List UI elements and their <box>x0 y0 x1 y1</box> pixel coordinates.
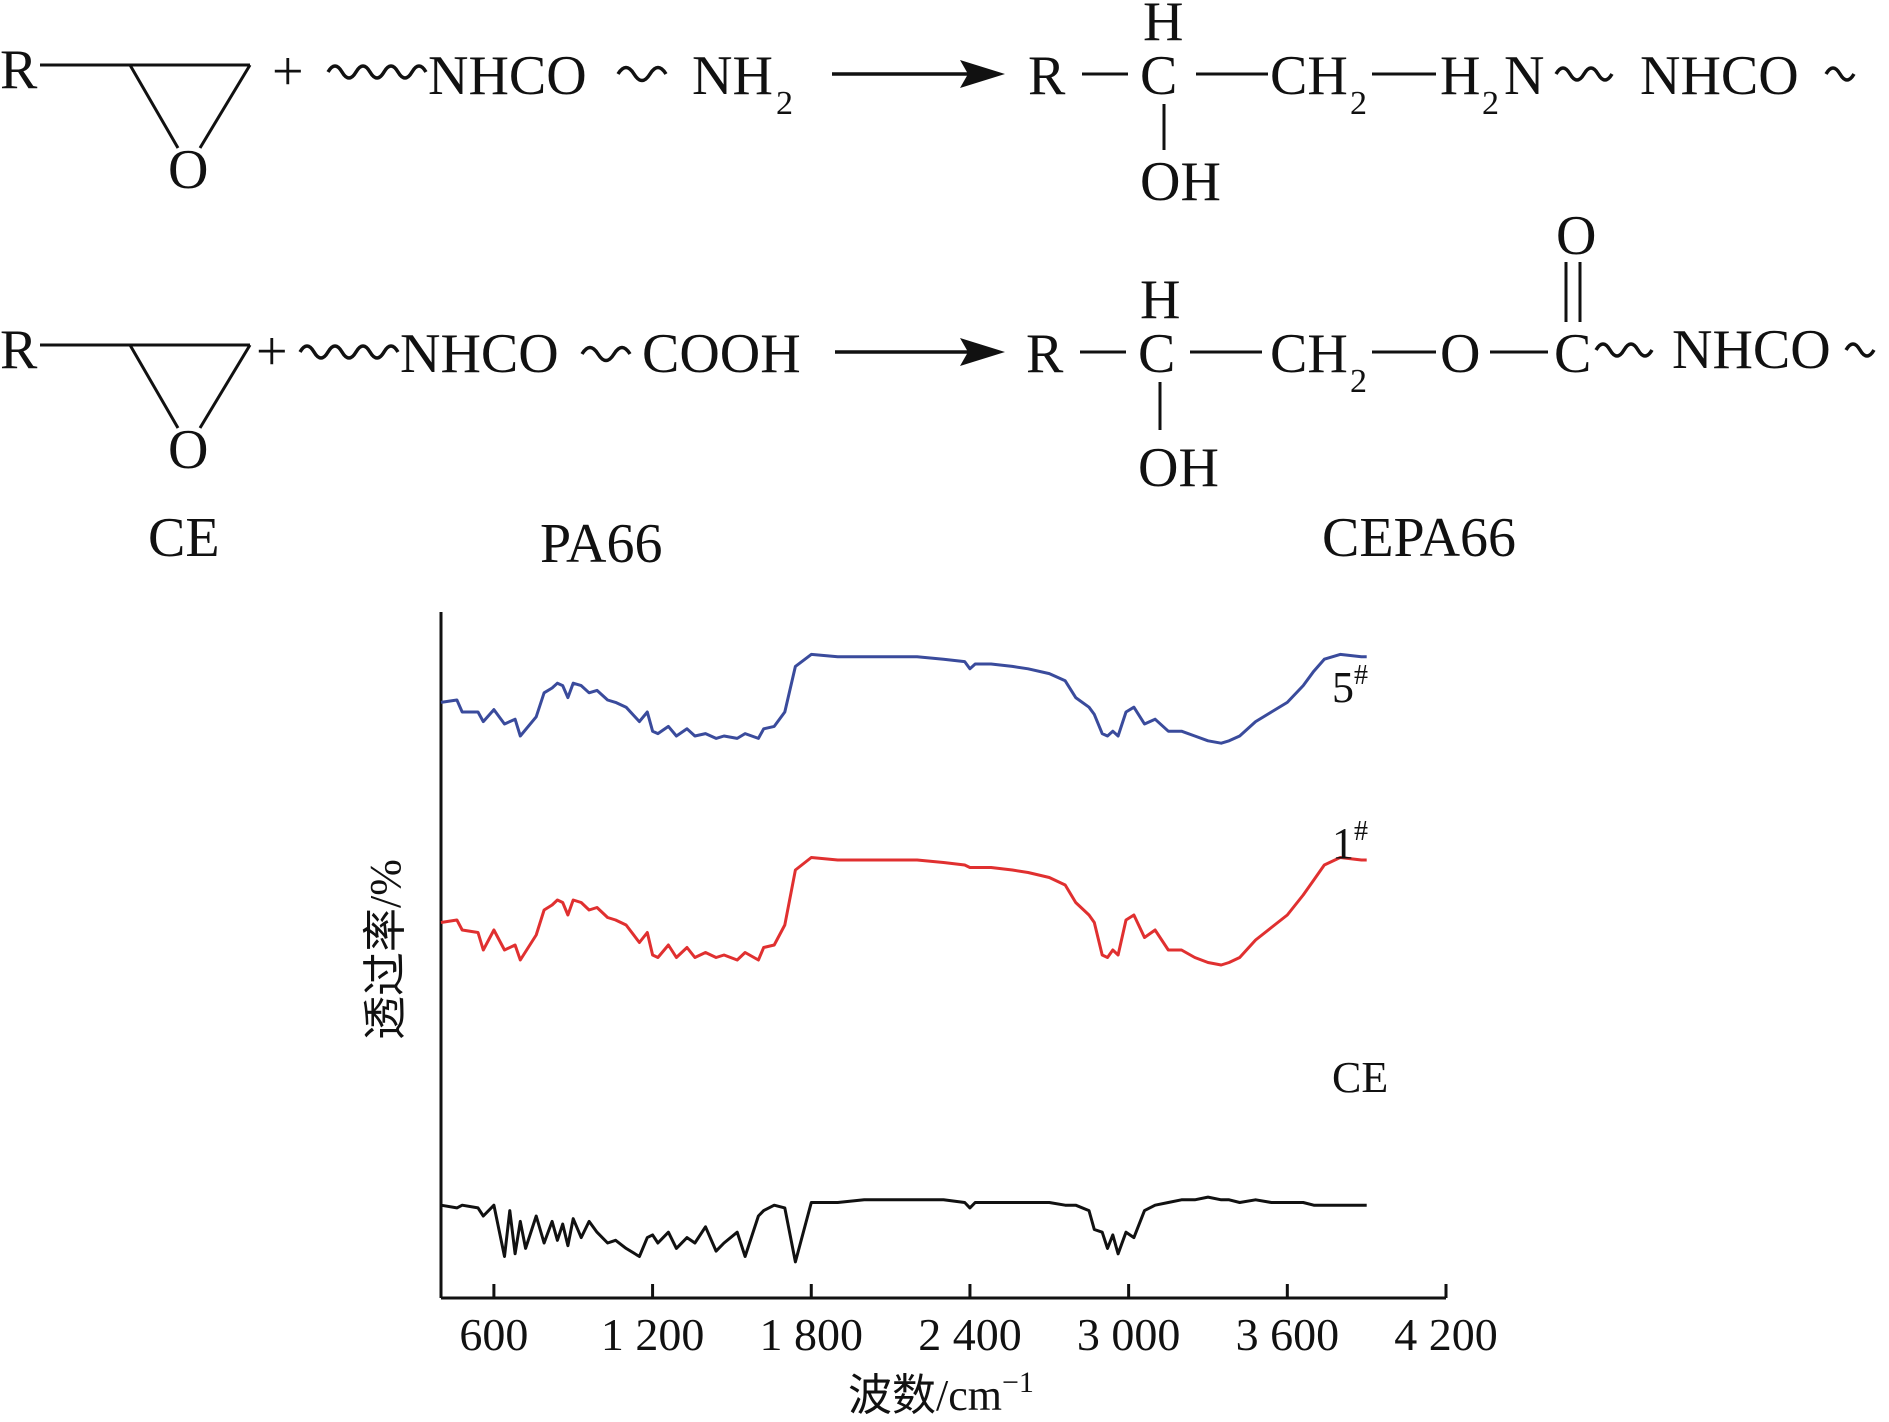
product-ch: CH <box>1270 45 1348 107</box>
reactant-r: R <box>0 39 38 101</box>
x-tick-label: 1 800 <box>760 1309 864 1360</box>
wavy-chain-icon <box>616 65 668 83</box>
x-ticks: 600 1 200 1 800 2 400 3 000 3 600 4 200 <box>459 1284 1498 1360</box>
wavy-chain-icon <box>1824 66 1856 82</box>
x-tick-label: 600 <box>459 1309 528 1360</box>
product-h: H <box>1140 269 1180 331</box>
wavy-chain-icon <box>580 345 632 363</box>
product-r: R <box>1026 323 1064 385</box>
wavy-chain-icon <box>1554 66 1614 82</box>
series-labels: 5# 1# CE <box>1332 660 1388 1102</box>
arrow-head-icon <box>960 60 1005 88</box>
series-label: CE <box>1332 1053 1388 1102</box>
x-tick-label: 4 200 <box>1394 1309 1498 1360</box>
acid-group: COOH <box>642 323 801 385</box>
compound-name-ce: CE <box>148 507 220 569</box>
x-axis-label: 波数/cm−1 <box>848 1366 1034 1417</box>
product-amide: NHCO <box>1672 319 1831 381</box>
product-h2n-n: N <box>1504 45 1544 107</box>
compound-name-cepa66: CEPA66 <box>1322 507 1516 569</box>
product-c: C <box>1140 45 1177 107</box>
y-axis-label: 透过率/% <box>361 859 410 1040</box>
product-ch-subscript: 2 <box>1350 85 1367 122</box>
amine-subscript: 2 <box>776 85 793 122</box>
ftir-chart: 600 1 200 1 800 2 400 3 000 3 600 4 200 5# 1# CE… <box>361 612 1498 1420</box>
product-amide: NHCO <box>1640 45 1799 107</box>
wavy-chain-icon <box>298 344 400 360</box>
x-tick-label: 3 000 <box>1077 1309 1181 1360</box>
epoxide-bond <box>198 344 252 429</box>
series-line-5 <box>440 652 1367 745</box>
epoxide-bond <box>128 64 180 149</box>
product-oh: OH <box>1138 437 1219 499</box>
x-tick-label: 3 600 <box>1236 1309 1340 1360</box>
product-c2: C <box>1554 323 1591 385</box>
carbonyl-o: O <box>1556 205 1596 267</box>
reaction-row-1: R O + NHCO NH 2 R H C OH CH 2 H 2 N NHCO <box>0 0 1856 213</box>
epoxide-o: O <box>168 419 208 481</box>
plot-lines <box>440 652 1367 1264</box>
series-line-1 <box>440 856 1367 967</box>
amine-n: NH <box>692 45 773 107</box>
epoxide-bond <box>128 344 180 429</box>
plus-sign: + <box>272 41 304 103</box>
product-ch: CH <box>1270 323 1348 385</box>
reaction-row-2: R O + NHCO COOH R H C OH CH 2 O O C NHCO <box>0 205 1876 499</box>
x-tick-label: 2 400 <box>918 1309 1022 1360</box>
series-label: 1# <box>1332 816 1368 868</box>
series-label: 5# <box>1332 660 1368 712</box>
product-ch-subscript: 2 <box>1350 363 1367 400</box>
series-line-ce <box>440 1195 1367 1264</box>
x-tick-label: 1 200 <box>601 1309 705 1360</box>
product-o: O <box>1440 323 1480 385</box>
compound-name-pa66: PA66 <box>540 513 662 575</box>
product-r: R <box>1028 45 1066 107</box>
arrow-head-icon <box>960 338 1005 366</box>
product-h2n-h: H <box>1440 45 1480 107</box>
product-h: H <box>1143 0 1183 53</box>
amide-group: NHCO <box>428 45 587 107</box>
wavy-chain-icon <box>1594 342 1654 358</box>
amide-group: NHCO <box>400 323 559 385</box>
epoxide-bond <box>198 64 252 149</box>
reactant-r: R <box>0 319 38 381</box>
wavy-chain-icon <box>1844 342 1876 358</box>
wavy-chain-icon <box>326 64 428 80</box>
product-c: C <box>1138 323 1175 385</box>
product-oh: OH <box>1140 151 1221 213</box>
product-h2n-subscript: 2 <box>1482 85 1499 122</box>
plus-sign: + <box>256 321 288 383</box>
epoxide-o: O <box>168 139 208 201</box>
